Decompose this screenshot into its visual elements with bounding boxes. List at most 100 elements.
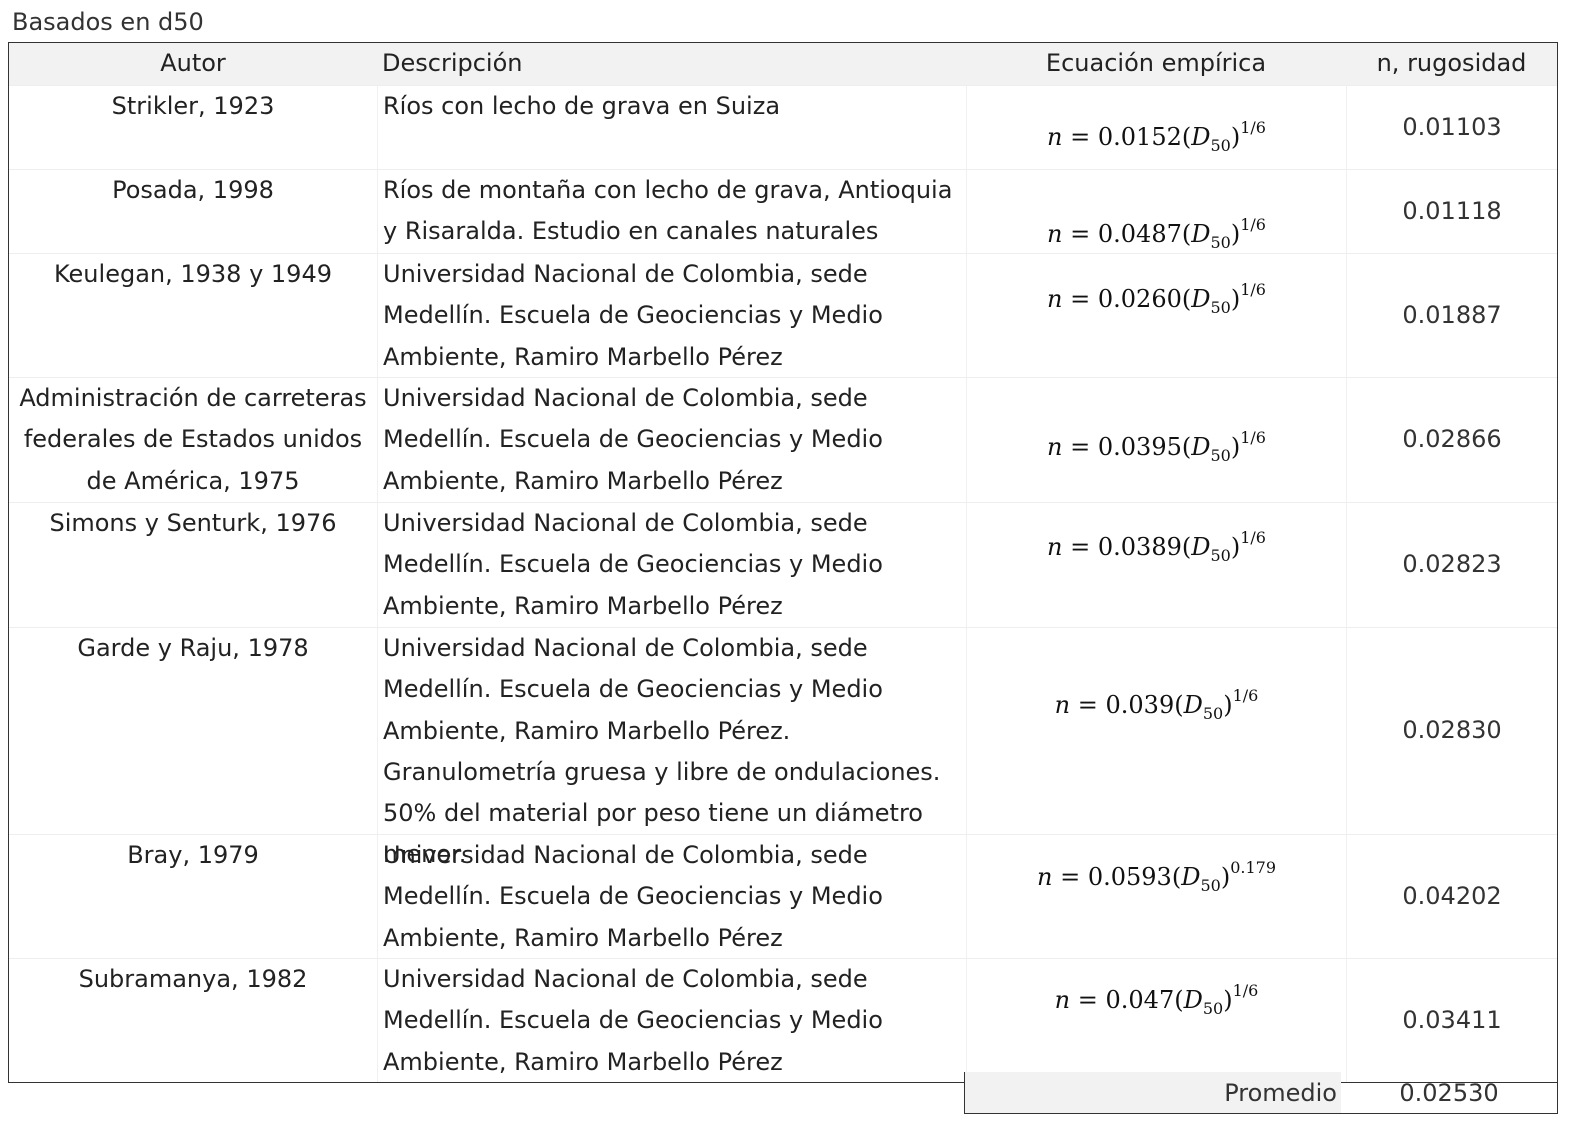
cell-descripcion: Universidad Nacional de Colombia, sede M… (377, 835, 966, 958)
cell-ecuacion: n = 0.0487(D50)1/6 (966, 170, 1346, 253)
eq-sign: = (1062, 285, 1098, 313)
eq-coefficient: 0.047 (1105, 986, 1175, 1014)
eq-sign: = (1070, 986, 1106, 1014)
eq-exponent: 1/6 (1240, 215, 1266, 234)
cell-ecuacion: n = 0.0395(D50)1/6 (966, 378, 1346, 502)
cell-autor: Administración de carreteras federales d… (19, 384, 367, 495)
eq-exponent: 1/6 (1240, 280, 1266, 299)
eq-paren-open: ( (1181, 220, 1192, 248)
eq-coefficient: 0.0260 (1097, 285, 1182, 313)
cell-ecuacion: n = 0.0389(D50)1/6 (966, 503, 1346, 627)
cell-autor: Strikler, 1923 (111, 92, 275, 120)
empirical-equation: n = 0.0260(D50)1/6 (967, 274, 1346, 324)
eq-lhs: n (1037, 863, 1053, 891)
table-row: Posada, 1998 Ríos de montaña con lecho de… (9, 169, 1557, 253)
cell-descripcion: Ríos con lecho de grava en Suiza (377, 86, 966, 169)
empirical-equation: n = 0.0395(D50)1/6 (967, 422, 1346, 472)
n-value: 0.04202 (1402, 881, 1502, 910)
empirical-equation: n = 0.039(D50)1/6 (967, 680, 1346, 730)
eq-exponent: 1/6 (1240, 428, 1266, 447)
eq-lhs: n (1054, 986, 1071, 1014)
table-body: Strikler, 1923 Ríos con lecho de grava en… (9, 85, 1557, 1082)
cell-ecuacion: n = 0.0260(D50)1/6 (966, 254, 1346, 377)
n-value: 0.02866 (1402, 425, 1502, 454)
eq-sign: = (1062, 220, 1098, 248)
eq-paren-open: ( (1171, 863, 1182, 891)
eq-variable: D (1183, 691, 1203, 719)
empirical-equation: n = 0.047(D50)1/6 (967, 975, 1346, 1025)
eq-lhs: n (1047, 433, 1063, 461)
cell-n: 0.01103 (1346, 86, 1557, 169)
eq-variable: D (1191, 123, 1211, 151)
eq-variable: D (1191, 433, 1211, 461)
cell-descripcion: Universidad Nacional de Colombia, sede M… (377, 628, 966, 868)
n-value: 0.03411 (1402, 1005, 1502, 1034)
eq-paren-open: ( (1174, 691, 1184, 719)
cell-n: 0.03411 (1346, 959, 1557, 1082)
eq-lhs: n (1047, 533, 1063, 561)
cell-n: 0.02866 (1346, 378, 1557, 502)
header-n: n, rugosidad (1376, 49, 1527, 78)
eq-coefficient: 0.0152 (1097, 123, 1182, 151)
table-caption: Basados en d50 (12, 8, 204, 36)
header-autor: Autor (160, 49, 226, 77)
eq-variable: D (1183, 986, 1203, 1014)
cell-autor: Subramanya, 1982 (78, 965, 308, 993)
eq-paren-close: ) (1230, 433, 1241, 461)
table-row: Administración de carreteras federales d… (9, 377, 1557, 502)
eq-lhs: n (1047, 285, 1063, 313)
cell-descripcion: Universidad Nacional de Colombia, sede M… (377, 378, 966, 502)
n-value: 0.01103 (1402, 112, 1502, 141)
eq-coefficient: 0.0395 (1097, 433, 1182, 461)
eq-exponent: 0.179 (1230, 858, 1276, 877)
table-header-row: Autor Descripción Ecuación empírica n, r… (9, 43, 1557, 85)
header-ecuacion: Ecuación empírica (966, 43, 1346, 85)
cell-n: 0.01118 (1346, 170, 1557, 253)
cell-descripcion: Ríos de montaña con lecho de grava, Anti… (377, 170, 966, 253)
cell-n: 0.02830 (1346, 628, 1557, 834)
table-row: Strikler, 1923 Ríos con lecho de grava en… (9, 85, 1557, 169)
cell-descripcion: Universidad Nacional de Colombia, sede M… (377, 503, 966, 627)
eq-sign: = (1070, 691, 1106, 719)
eq-sign: = (1062, 433, 1098, 461)
average-value: 0.02530 (1399, 1079, 1499, 1107)
eq-coefficient: 0.0389 (1097, 533, 1182, 561)
header-descripcion: Descripción (382, 49, 523, 77)
eq-subscript: 50 (1200, 876, 1221, 895)
eq-exponent: 1/6 (1232, 686, 1259, 705)
cell-n: 0.01887 (1346, 254, 1557, 377)
eq-paren-close: ) (1223, 691, 1233, 719)
eq-coefficient: 0.039 (1105, 691, 1175, 719)
eq-lhs: n (1054, 691, 1071, 719)
n-value: 0.02830 (1402, 716, 1502, 745)
average-row: Promedio 0.02530 (964, 1072, 1558, 1114)
eq-variable: D (1191, 220, 1211, 248)
empirical-equation: n = 0.0389(D50)1/6 (967, 522, 1346, 572)
eq-coefficient: 0.0487 (1097, 220, 1182, 248)
n-value: 0.02823 (1402, 550, 1502, 579)
cell-autor: Keulegan, 1938 y 1949 (54, 260, 332, 288)
eq-paren-open: ( (1181, 533, 1192, 561)
n-value: 0.01118 (1402, 196, 1502, 225)
cell-autor: Posada, 1998 (112, 176, 274, 204)
cell-ecuacion: n = 0.047(D50)1/6 (966, 959, 1346, 1082)
eq-paren-close: ) (1220, 863, 1231, 891)
eq-variable: D (1181, 863, 1201, 891)
table-row: Subramanya, 1982 Universidad Nacional de … (9, 958, 1557, 1082)
eq-paren-close: ) (1223, 986, 1233, 1014)
roughness-table: Autor Descripción Ecuación empírica n, r… (8, 42, 1558, 1083)
eq-subscript: 50 (1202, 704, 1224, 723)
empirical-equation: n = 0.0152(D50)1/6 (967, 112, 1346, 162)
eq-sign: = (1062, 533, 1098, 561)
eq-paren-close: ) (1230, 123, 1241, 151)
n-value: 0.01887 (1402, 300, 1502, 329)
eq-variable: D (1191, 533, 1211, 561)
eq-coefficient: 0.0593 (1087, 863, 1172, 891)
empirical-equation: n = 0.0487(D50)1/6 (967, 209, 1346, 259)
eq-paren-close: ) (1230, 220, 1241, 248)
cell-ecuacion: n = 0.0593(D50)0.179 (966, 835, 1346, 958)
eq-paren-close: ) (1230, 285, 1241, 313)
eq-lhs: n (1047, 123, 1063, 151)
eq-exponent: 1/6 (1240, 118, 1266, 137)
table-row: Simons y Senturk, 1976 Universidad Nacion… (9, 502, 1557, 627)
